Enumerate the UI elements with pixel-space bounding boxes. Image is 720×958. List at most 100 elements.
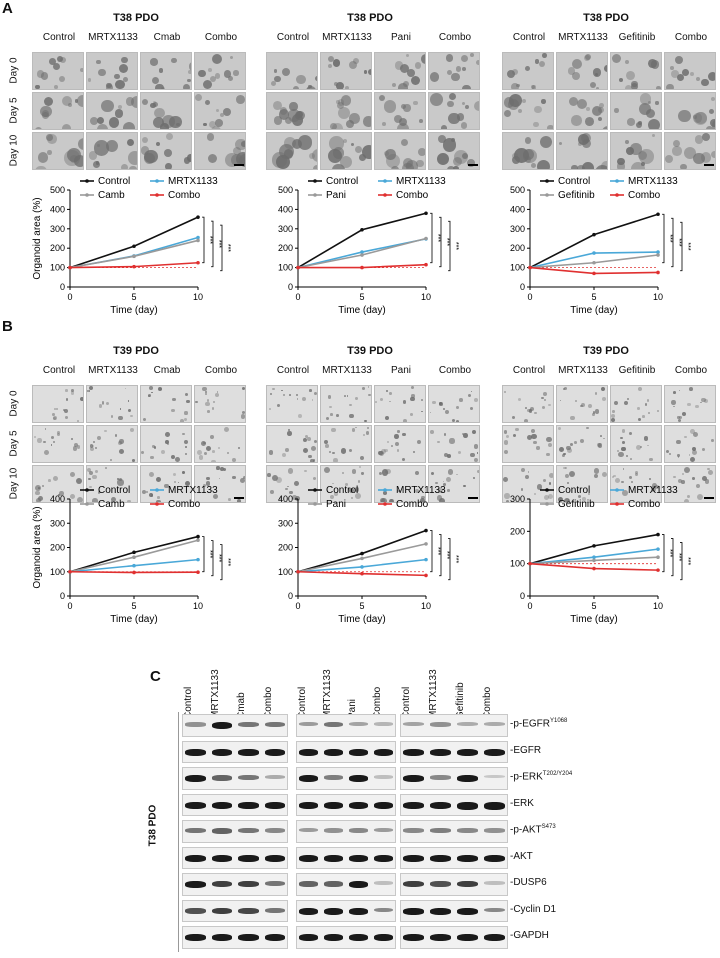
data-point	[360, 253, 364, 257]
protein-band	[403, 828, 424, 833]
protein-band	[238, 934, 259, 942]
protein-band	[403, 775, 424, 783]
phospho-site: T202/Y204	[542, 771, 573, 778]
organoid-micrograph	[266, 52, 318, 90]
y-tick-label: 100	[50, 263, 65, 273]
x-tick-label: 5	[359, 292, 364, 302]
legend-marker	[545, 179, 549, 183]
legend-marker	[545, 502, 549, 506]
column-label: Combo	[204, 32, 238, 43]
protein-band	[185, 775, 206, 783]
protein-band	[457, 934, 478, 942]
protein-band	[457, 748, 478, 756]
y-tick-label: 0	[288, 282, 293, 292]
column-label: MRTX1133	[322, 32, 372, 43]
scale-bar	[234, 497, 244, 499]
protein-band	[484, 748, 505, 756]
protein-band	[185, 748, 206, 756]
legend-label: Combo	[168, 499, 201, 510]
legend-label: Gefitinib	[558, 499, 595, 510]
y-tick-label: 100	[50, 567, 65, 577]
legend-marker	[383, 502, 387, 506]
column-label: Control	[276, 365, 310, 376]
y-tick-label: 100	[278, 263, 293, 273]
organoid-micrograph	[374, 465, 426, 503]
legend-label: Control	[98, 176, 130, 187]
protein-band	[211, 881, 232, 888]
protein-band	[484, 775, 505, 779]
organoid-micrograph	[502, 52, 554, 90]
protein-band	[403, 934, 424, 942]
protein-band	[484, 907, 505, 913]
data-point	[196, 260, 200, 265]
organoid-micrograph	[320, 52, 372, 90]
scale-bar	[704, 164, 714, 166]
significance-label: ***	[666, 234, 673, 242]
protein-band	[185, 881, 206, 889]
data-point	[656, 568, 660, 572]
blot-row-label: -ERK	[510, 798, 534, 809]
blot-strip	[182, 846, 288, 869]
organoid-micrograph	[502, 92, 554, 130]
blot-strip	[400, 740, 508, 763]
legend-label: Combo	[628, 190, 661, 201]
legend-marker	[615, 502, 619, 506]
organoid-micrograph	[140, 465, 192, 503]
organoid-micrograph	[32, 52, 84, 90]
data-point	[656, 555, 660, 559]
protein-band	[211, 854, 232, 862]
column-label: Pani	[390, 365, 411, 376]
protein-band	[211, 722, 232, 730]
data-point	[132, 570, 136, 575]
significance-bracket	[680, 542, 683, 581]
legend-marker	[155, 488, 159, 492]
legend-label: Combo	[628, 499, 661, 510]
blot-row-label: -Cyclin D1	[510, 904, 556, 915]
organoid-micrograph	[610, 52, 662, 90]
blot-strip	[400, 846, 508, 869]
significance-label: ***	[675, 553, 682, 561]
protein-band	[324, 748, 343, 756]
legend-marker	[85, 193, 89, 197]
organoid-micrograph	[194, 132, 246, 170]
y-tick-label: 200	[50, 543, 65, 553]
column-label: Control	[512, 32, 546, 43]
blot-row-label: -p-EGFRY1068	[510, 718, 567, 729]
protein-band	[430, 775, 451, 780]
protein-band	[238, 722, 259, 728]
protein-band	[299, 881, 318, 887]
legend-label: Control	[558, 176, 590, 187]
legend-label: Combo	[396, 190, 429, 201]
y-tick-label: 100	[510, 559, 525, 569]
organoid-micrograph	[86, 385, 138, 423]
column-label: MRTX1133	[558, 365, 608, 376]
data-point	[592, 566, 596, 571]
organoid-micrograph	[556, 425, 608, 463]
lane-label: MRTX1133	[428, 669, 439, 719]
organoid-micrograph	[32, 465, 84, 503]
scale-bar	[704, 497, 714, 499]
column-label: Control	[512, 365, 546, 376]
panel-letter-a: A	[2, 0, 13, 17]
pdo-title: T38 PDO	[113, 12, 159, 24]
legend-marker	[155, 193, 159, 197]
organoid-micrograph	[664, 52, 716, 90]
significance-bracket	[439, 534, 442, 577]
significance-bracket	[448, 220, 451, 272]
data-point	[360, 551, 364, 556]
legend-marker	[615, 193, 619, 197]
protein-band	[403, 881, 424, 888]
legend-label: Camb	[98, 499, 125, 510]
significance-label: ***	[443, 551, 450, 559]
significance-label: ***	[443, 238, 450, 246]
organoid-micrograph	[610, 425, 662, 463]
y-tick-label: 300	[510, 224, 525, 234]
organoid-micrograph	[320, 465, 372, 503]
x-tick-label: 10	[421, 292, 431, 302]
blot-strip	[182, 820, 288, 843]
organoid-micrograph	[194, 52, 246, 90]
data-point	[424, 528, 428, 533]
protein-band	[374, 722, 393, 726]
organoid-micrograph	[502, 425, 554, 463]
y-tick-label: 200	[510, 526, 525, 536]
